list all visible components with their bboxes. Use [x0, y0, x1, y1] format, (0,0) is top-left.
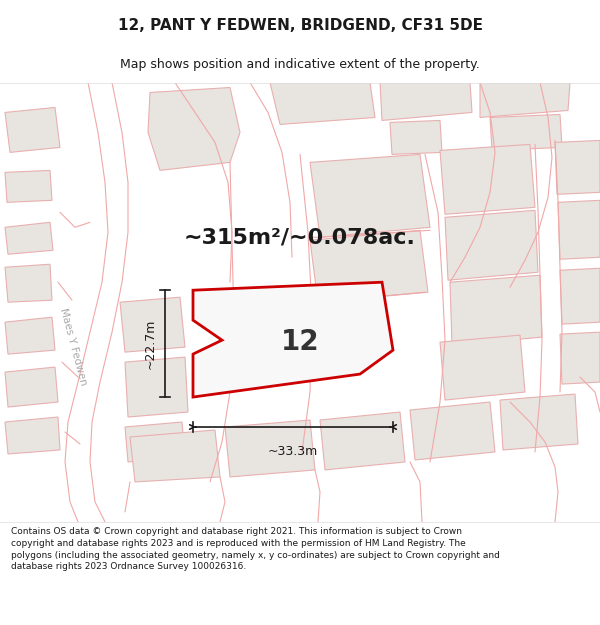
- Text: 12, PANT Y FEDWEN, BRIDGEND, CF31 5DE: 12, PANT Y FEDWEN, BRIDGEND, CF31 5DE: [118, 18, 482, 33]
- Polygon shape: [220, 82, 310, 262]
- Polygon shape: [440, 335, 525, 400]
- Polygon shape: [560, 332, 600, 384]
- Polygon shape: [560, 268, 600, 324]
- Polygon shape: [310, 230, 428, 302]
- Polygon shape: [0, 472, 600, 522]
- Polygon shape: [225, 420, 315, 477]
- Polygon shape: [500, 394, 578, 450]
- Text: 12: 12: [281, 328, 319, 356]
- Text: Map shows position and indicative extent of the property.: Map shows position and indicative extent…: [120, 58, 480, 71]
- Polygon shape: [380, 82, 472, 121]
- Polygon shape: [320, 412, 405, 470]
- Text: ~22.7m: ~22.7m: [144, 319, 157, 369]
- Polygon shape: [5, 107, 60, 152]
- Polygon shape: [125, 357, 188, 417]
- Polygon shape: [558, 201, 600, 259]
- Text: ~315m²/~0.078ac.: ~315m²/~0.078ac.: [184, 228, 416, 248]
- Polygon shape: [480, 82, 570, 118]
- Polygon shape: [410, 402, 495, 460]
- Polygon shape: [5, 367, 58, 407]
- Text: Maes Y Fedwen: Maes Y Fedwen: [58, 308, 88, 387]
- Text: ~33.3m: ~33.3m: [268, 445, 318, 458]
- Polygon shape: [120, 298, 185, 352]
- Polygon shape: [125, 422, 185, 462]
- Polygon shape: [450, 275, 542, 345]
- Polygon shape: [390, 121, 442, 154]
- Polygon shape: [5, 222, 53, 254]
- Polygon shape: [5, 171, 52, 202]
- Polygon shape: [148, 88, 240, 171]
- Polygon shape: [380, 372, 600, 522]
- Polygon shape: [440, 144, 535, 214]
- Polygon shape: [5, 264, 52, 302]
- Polygon shape: [68, 82, 128, 522]
- Polygon shape: [5, 317, 55, 354]
- Polygon shape: [270, 82, 375, 124]
- Text: Contains OS data © Crown copyright and database right 2021. This information is : Contains OS data © Crown copyright and d…: [11, 527, 500, 571]
- Polygon shape: [445, 211, 538, 280]
- Polygon shape: [5, 417, 60, 454]
- Polygon shape: [310, 154, 430, 238]
- Polygon shape: [555, 141, 600, 194]
- Polygon shape: [130, 430, 220, 482]
- Polygon shape: [490, 114, 562, 151]
- Polygon shape: [193, 282, 393, 397]
